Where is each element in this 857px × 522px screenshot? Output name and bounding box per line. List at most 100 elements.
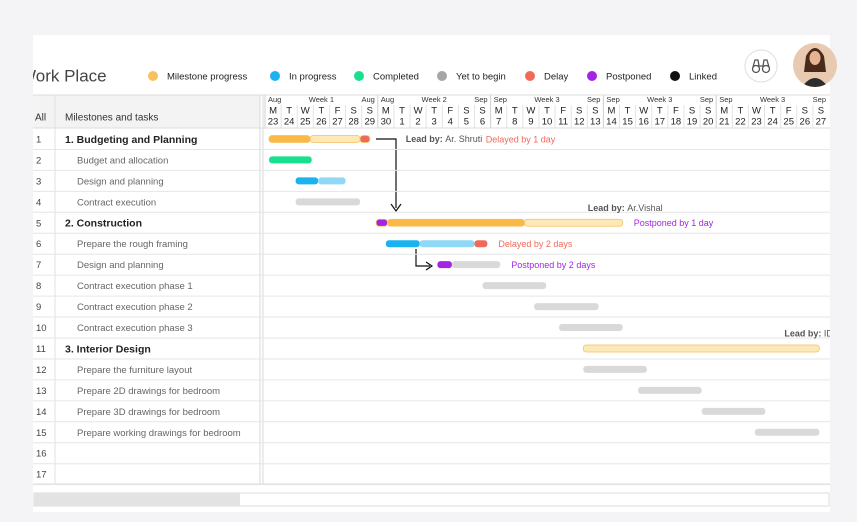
task-label: Budget and allocation <box>77 155 168 166</box>
week-start-month: Aug <box>381 95 394 104</box>
week-end-month: Sep <box>700 95 713 104</box>
day-number: 26 <box>800 117 811 128</box>
row-number: 8 <box>36 281 41 292</box>
task-label: Contract execution phase 1 <box>77 281 193 292</box>
week-label: Week 3 <box>760 95 785 104</box>
bar-segment <box>387 218 525 227</box>
task-label: Prepare working drawings for bedroom <box>77 428 241 439</box>
day-letter: W <box>301 106 310 117</box>
bar-segment <box>474 240 488 248</box>
legend-label: Completed <box>373 72 419 83</box>
bar-segment <box>419 240 475 248</box>
all-header: All <box>35 113 46 124</box>
bar-segment <box>524 218 624 227</box>
lead-info: Lead by: Ar.Vishal <box>588 203 663 213</box>
day-number: 27 <box>332 117 343 128</box>
day-letter: T <box>399 106 405 117</box>
day-letter: M <box>607 106 615 117</box>
row-number: 7 <box>36 260 41 271</box>
bar-segment <box>318 177 346 185</box>
day-number: 28 <box>348 117 359 128</box>
legend-label: Delay <box>544 72 569 83</box>
legend-label: Milestone progress <box>167 72 248 83</box>
row-number: 10 <box>36 323 47 334</box>
bar-segment <box>534 303 599 311</box>
day-number: 15 <box>622 117 633 128</box>
scrollbar-thumb[interactable] <box>34 493 240 506</box>
bar-segment <box>385 240 420 248</box>
day-letter: T <box>770 106 776 117</box>
bar-segment <box>559 324 623 332</box>
bar-segment <box>582 344 820 353</box>
legend-dot <box>148 71 158 81</box>
bar-segment <box>754 428 820 436</box>
task-label: Design and planning <box>77 176 164 187</box>
day-number: 26 <box>316 117 327 128</box>
bar-segment <box>375 218 388 227</box>
day-number: 12 <box>574 117 585 128</box>
bar-segment <box>583 365 647 373</box>
day-letter: S <box>705 106 711 117</box>
day-number: 23 <box>751 117 762 128</box>
task-label: 1. Budgeting and Planning <box>65 134 197 146</box>
day-letter: F <box>673 106 679 117</box>
day-number: 6 <box>480 117 485 128</box>
row-number: 1 <box>36 134 41 145</box>
day-number: 24 <box>284 117 295 128</box>
row-number: 17 <box>36 470 47 481</box>
day-letter: S <box>463 106 469 117</box>
binoculars-icon <box>751 59 771 74</box>
arrow-head <box>390 203 402 213</box>
status-note: Postponed by 1 day <box>634 218 714 228</box>
legend-label: Linked <box>689 72 717 83</box>
day-letter: F <box>786 106 792 117</box>
row-number: 13 <box>36 386 47 397</box>
legend-label: In progress <box>289 72 337 83</box>
user-avatar[interactable] <box>793 43 837 90</box>
link-arrow <box>376 138 397 208</box>
day-number: 23 <box>268 117 279 128</box>
legend-dot <box>525 71 535 81</box>
day-letter: T <box>286 106 292 117</box>
day-letter: W <box>526 106 535 117</box>
bar-segment <box>268 135 311 143</box>
day-letter: S <box>479 106 485 117</box>
task-label: Contract execution phase 2 <box>77 302 193 313</box>
task-label: Prepare the rough framing <box>77 239 188 250</box>
day-letter: T <box>657 106 663 117</box>
row-number: 16 <box>36 449 47 460</box>
legend-dot <box>587 71 597 81</box>
day-number: 8 <box>512 117 517 128</box>
row-number: 4 <box>36 197 41 208</box>
day-letter: S <box>367 106 373 117</box>
column-header: Milestones and tasks <box>65 113 158 124</box>
day-number: 18 <box>671 117 682 128</box>
day-number: 2 <box>415 117 420 128</box>
day-letter: S <box>818 106 824 117</box>
week-start-month: Sep <box>606 95 619 104</box>
bar-segment <box>309 135 361 143</box>
legend-label: Postponed <box>606 72 651 83</box>
day-number: 21 <box>719 117 730 128</box>
day-letter: S <box>689 106 695 117</box>
legend-label: Yet to begin <box>456 72 506 83</box>
task-label: Prepare 2D drawings for bedroom <box>77 386 220 397</box>
task-label: 2. Construction <box>65 218 142 230</box>
day-number: 13 <box>590 117 601 128</box>
bar-segment <box>295 198 361 206</box>
lead-name: ID. Sinha <box>824 329 857 339</box>
day-letter: T <box>625 106 631 117</box>
day-letter: T <box>512 106 518 117</box>
week-end-month: Sep <box>474 95 487 104</box>
week-start-month: Aug <box>268 95 281 104</box>
row-number: 6 <box>36 239 41 250</box>
day-number: 10 <box>542 117 553 128</box>
lead-name: Ar.Vishal <box>627 203 662 213</box>
week-end-month: Aug <box>361 95 374 104</box>
task-label: Prepare the furniture layout <box>77 365 192 376</box>
week-start-month: Sep <box>719 95 732 104</box>
week-label: Week 3 <box>647 95 672 104</box>
lead-label: Lead by: <box>784 329 821 339</box>
day-letter: M <box>382 106 390 117</box>
